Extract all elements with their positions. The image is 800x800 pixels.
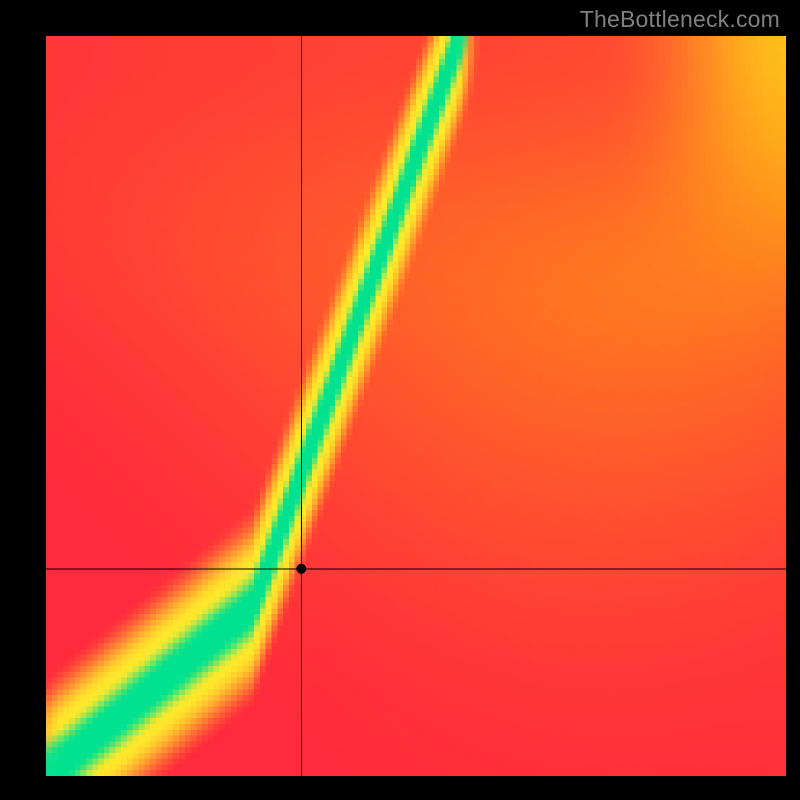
chart-container: TheBottleneck.com bbox=[0, 0, 800, 800]
bottleneck-heatmap bbox=[46, 36, 786, 776]
watermark-text: TheBottleneck.com bbox=[580, 6, 780, 33]
